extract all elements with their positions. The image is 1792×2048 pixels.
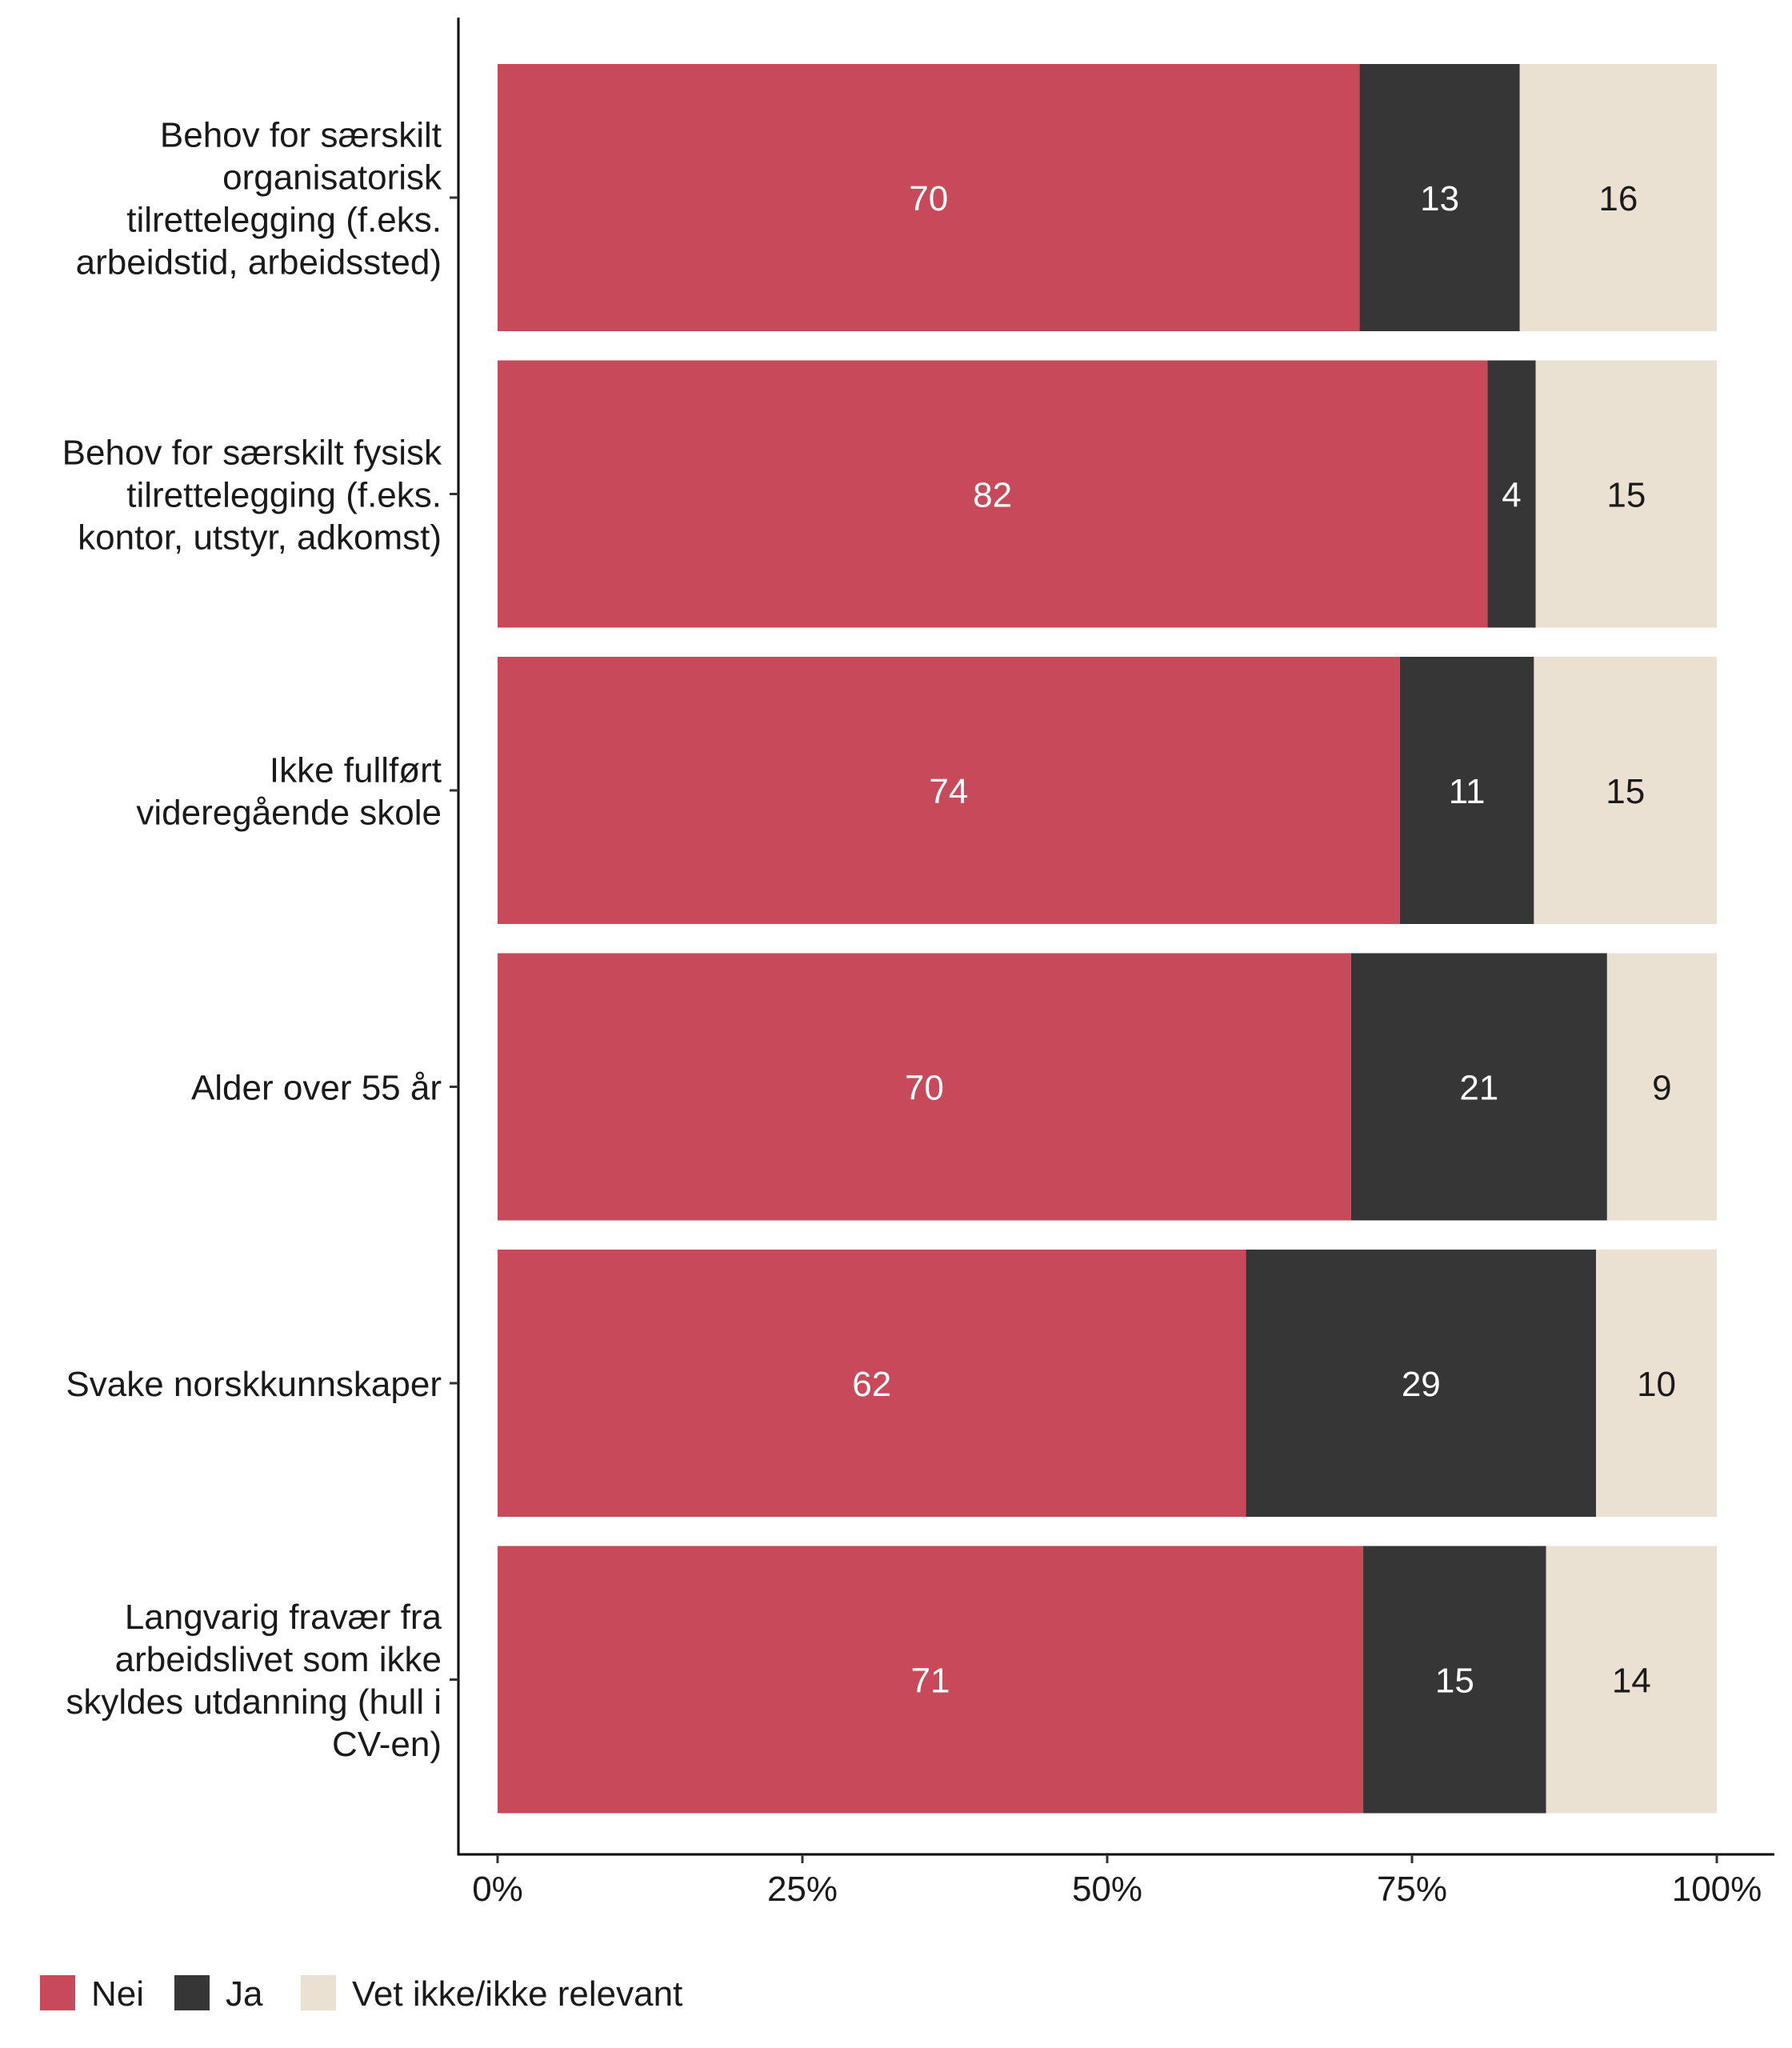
bar-nei-5 xyxy=(498,1250,1246,1517)
bar-nei-6 xyxy=(498,1546,1364,1814)
x-tick-label: 100% xyxy=(1672,1870,1762,1909)
bar-ja-4 xyxy=(1350,953,1607,1221)
data-label: 82 xyxy=(973,476,1012,515)
data-label: 21 xyxy=(1459,1069,1498,1108)
legend-key xyxy=(40,1975,75,2010)
category-label: Ikke fullført videregående skole xyxy=(136,751,442,833)
category-label: Svake norskkunnskaper xyxy=(66,1365,442,1404)
bar-vet-ikke-ikke-relevant-5 xyxy=(1596,1250,1717,1517)
data-label: 16 xyxy=(1598,179,1638,218)
bar-nei-1 xyxy=(498,64,1360,331)
x-tick-label: 0% xyxy=(472,1870,523,1909)
category-label: Alder over 55 år xyxy=(191,1069,442,1108)
data-label: 9 xyxy=(1652,1069,1671,1108)
legend-label: Ja xyxy=(226,1974,263,2014)
bar-nei-4 xyxy=(498,953,1351,1221)
bar-vet-ikke-ikke-relevant-6 xyxy=(1546,1546,1717,1814)
data-label: 13 xyxy=(1420,179,1459,218)
data-label: 14 xyxy=(1612,1662,1651,1701)
data-label: 15 xyxy=(1606,476,1646,515)
data-label: 62 xyxy=(852,1365,891,1404)
data-label: 15 xyxy=(1435,1662,1474,1701)
x-tick-label: 25% xyxy=(767,1870,838,1909)
bar-vet-ikke-ikke-relevant-4 xyxy=(1606,953,1717,1221)
bar-ja-2 xyxy=(1487,360,1536,628)
bar-nei-3 xyxy=(498,657,1400,924)
legend-key xyxy=(174,1975,210,2010)
data-label: 71 xyxy=(911,1662,950,1701)
legend-label: Nei xyxy=(91,1974,144,2014)
bar-vet-ikke-ikke-relevant-2 xyxy=(1535,360,1717,628)
data-label: 4 xyxy=(1502,476,1521,515)
data-label: 70 xyxy=(909,179,948,218)
category-label: Behov for særskilt organisatorisk tilrette… xyxy=(76,116,442,282)
data-label: 29 xyxy=(1402,1365,1441,1404)
x-tick-label: 75% xyxy=(1377,1870,1447,1909)
bar-ja-3 xyxy=(1399,657,1534,924)
bar-nei-2 xyxy=(498,360,1488,628)
data-label: 74 xyxy=(929,772,968,811)
data-label: 10 xyxy=(1637,1365,1676,1404)
bar-vet-ikke-ikke-relevant-1 xyxy=(1519,64,1717,331)
legend-label: Vet ikke/ikke relevant xyxy=(352,1974,682,2014)
data-label: 11 xyxy=(1449,772,1486,811)
legend-key xyxy=(301,1975,336,2010)
bar-ja-1 xyxy=(1359,64,1520,331)
data-label: 15 xyxy=(1606,772,1645,811)
bar-ja-6 xyxy=(1363,1546,1546,1814)
bar-vet-ikke-ikke-relevant-3 xyxy=(1534,657,1717,924)
bar-ja-5 xyxy=(1246,1250,1597,1517)
category-label: Langvarig fravær fra arbeidslivet som ikk… xyxy=(66,1598,442,1764)
x-tick-label: 50% xyxy=(1072,1870,1142,1909)
data-label: 70 xyxy=(905,1069,944,1108)
category-label: Behov for særskilt fysisk tilrettelegging… xyxy=(62,434,442,558)
